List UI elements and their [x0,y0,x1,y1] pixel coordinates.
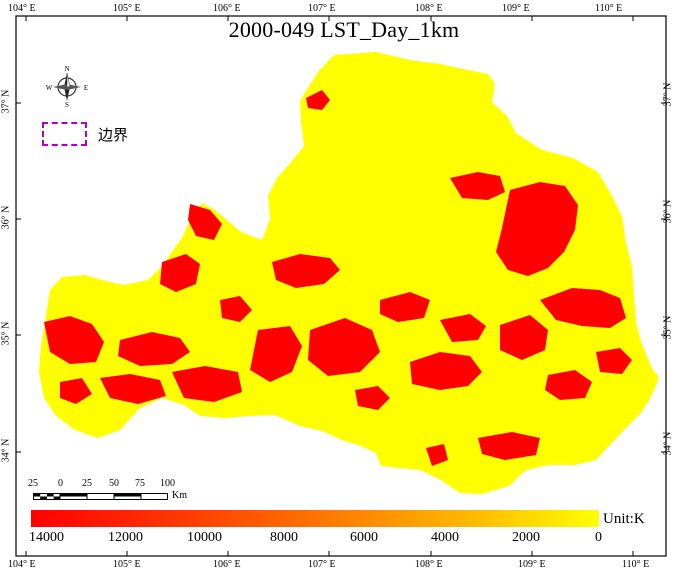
lon-label-top: 105° E [113,3,141,14]
color-bar-tick: 0 [595,530,602,545]
compass-w: W [46,84,53,92]
lat-label-right: 35° N [662,315,674,340]
lon-label-top: 104° E [8,3,36,14]
lon-label-bottom: 107° E [308,559,336,570]
lat-label-right: 34° N [662,431,674,456]
study-area-polygon [39,52,659,494]
legend-boundary-label: 边界 [98,126,129,144]
hot-patches [44,90,632,466]
color-bar-tick: 12000 [108,530,143,545]
color-bar [31,510,599,527]
lat-label-left: 34° N [0,438,12,463]
lat-label-left: 35° N [0,321,12,346]
scale-label: 100 [160,478,175,489]
scale-label: 50 [109,478,119,489]
lon-label-top: 108° E [415,3,443,14]
lon-label-bottom: 109° E [518,559,546,570]
compass-rose-icon: N S W E [46,65,88,108]
scale-bar [33,493,168,500]
color-bar-unit: Unit:K [603,511,645,527]
color-bar-tick: 4000 [431,530,459,545]
lon-label-top: 109° E [502,3,530,14]
color-bar-tick: 2000 [512,530,540,545]
lon-label-bottom: 105° E [113,559,141,570]
lat-label-right: 36° N [662,199,674,224]
lat-label-left: 37° N [0,89,12,114]
color-bar-tick: 14000 [29,530,64,545]
lon-label-top: 107° E [308,3,336,14]
lon-label-bottom: 108° E [415,559,443,570]
lon-label-bottom: 104° E [8,559,36,570]
compass-s: S [65,101,69,108]
lon-label-top: 110° E [595,3,623,14]
lon-label-bottom: 106° E [213,559,241,570]
color-bar-tick: 10000 [187,530,222,545]
scale-label: 75 [135,478,145,489]
outer-frame [15,15,667,557]
graticule-ticks [16,16,666,556]
lat-label-right: 37° N [662,82,674,107]
map-title: 2000-049 LST_Day_1km [228,17,460,42]
dashed-boundary-icon [42,122,87,146]
scale-unit: Km [172,490,187,501]
scale-label: 25 [82,478,92,489]
compass-n: N [64,65,69,73]
color-bar-tick: 8000 [270,530,298,545]
scale-label: 0 [58,478,63,489]
lon-label-bottom: 110° E [622,559,650,570]
lon-label-top: 106° E [213,3,241,14]
compass-e: E [84,84,88,92]
lat-label-left: 36° N [0,205,12,230]
color-bar-tick: 6000 [350,530,378,545]
scale-label: 25 [28,478,38,489]
